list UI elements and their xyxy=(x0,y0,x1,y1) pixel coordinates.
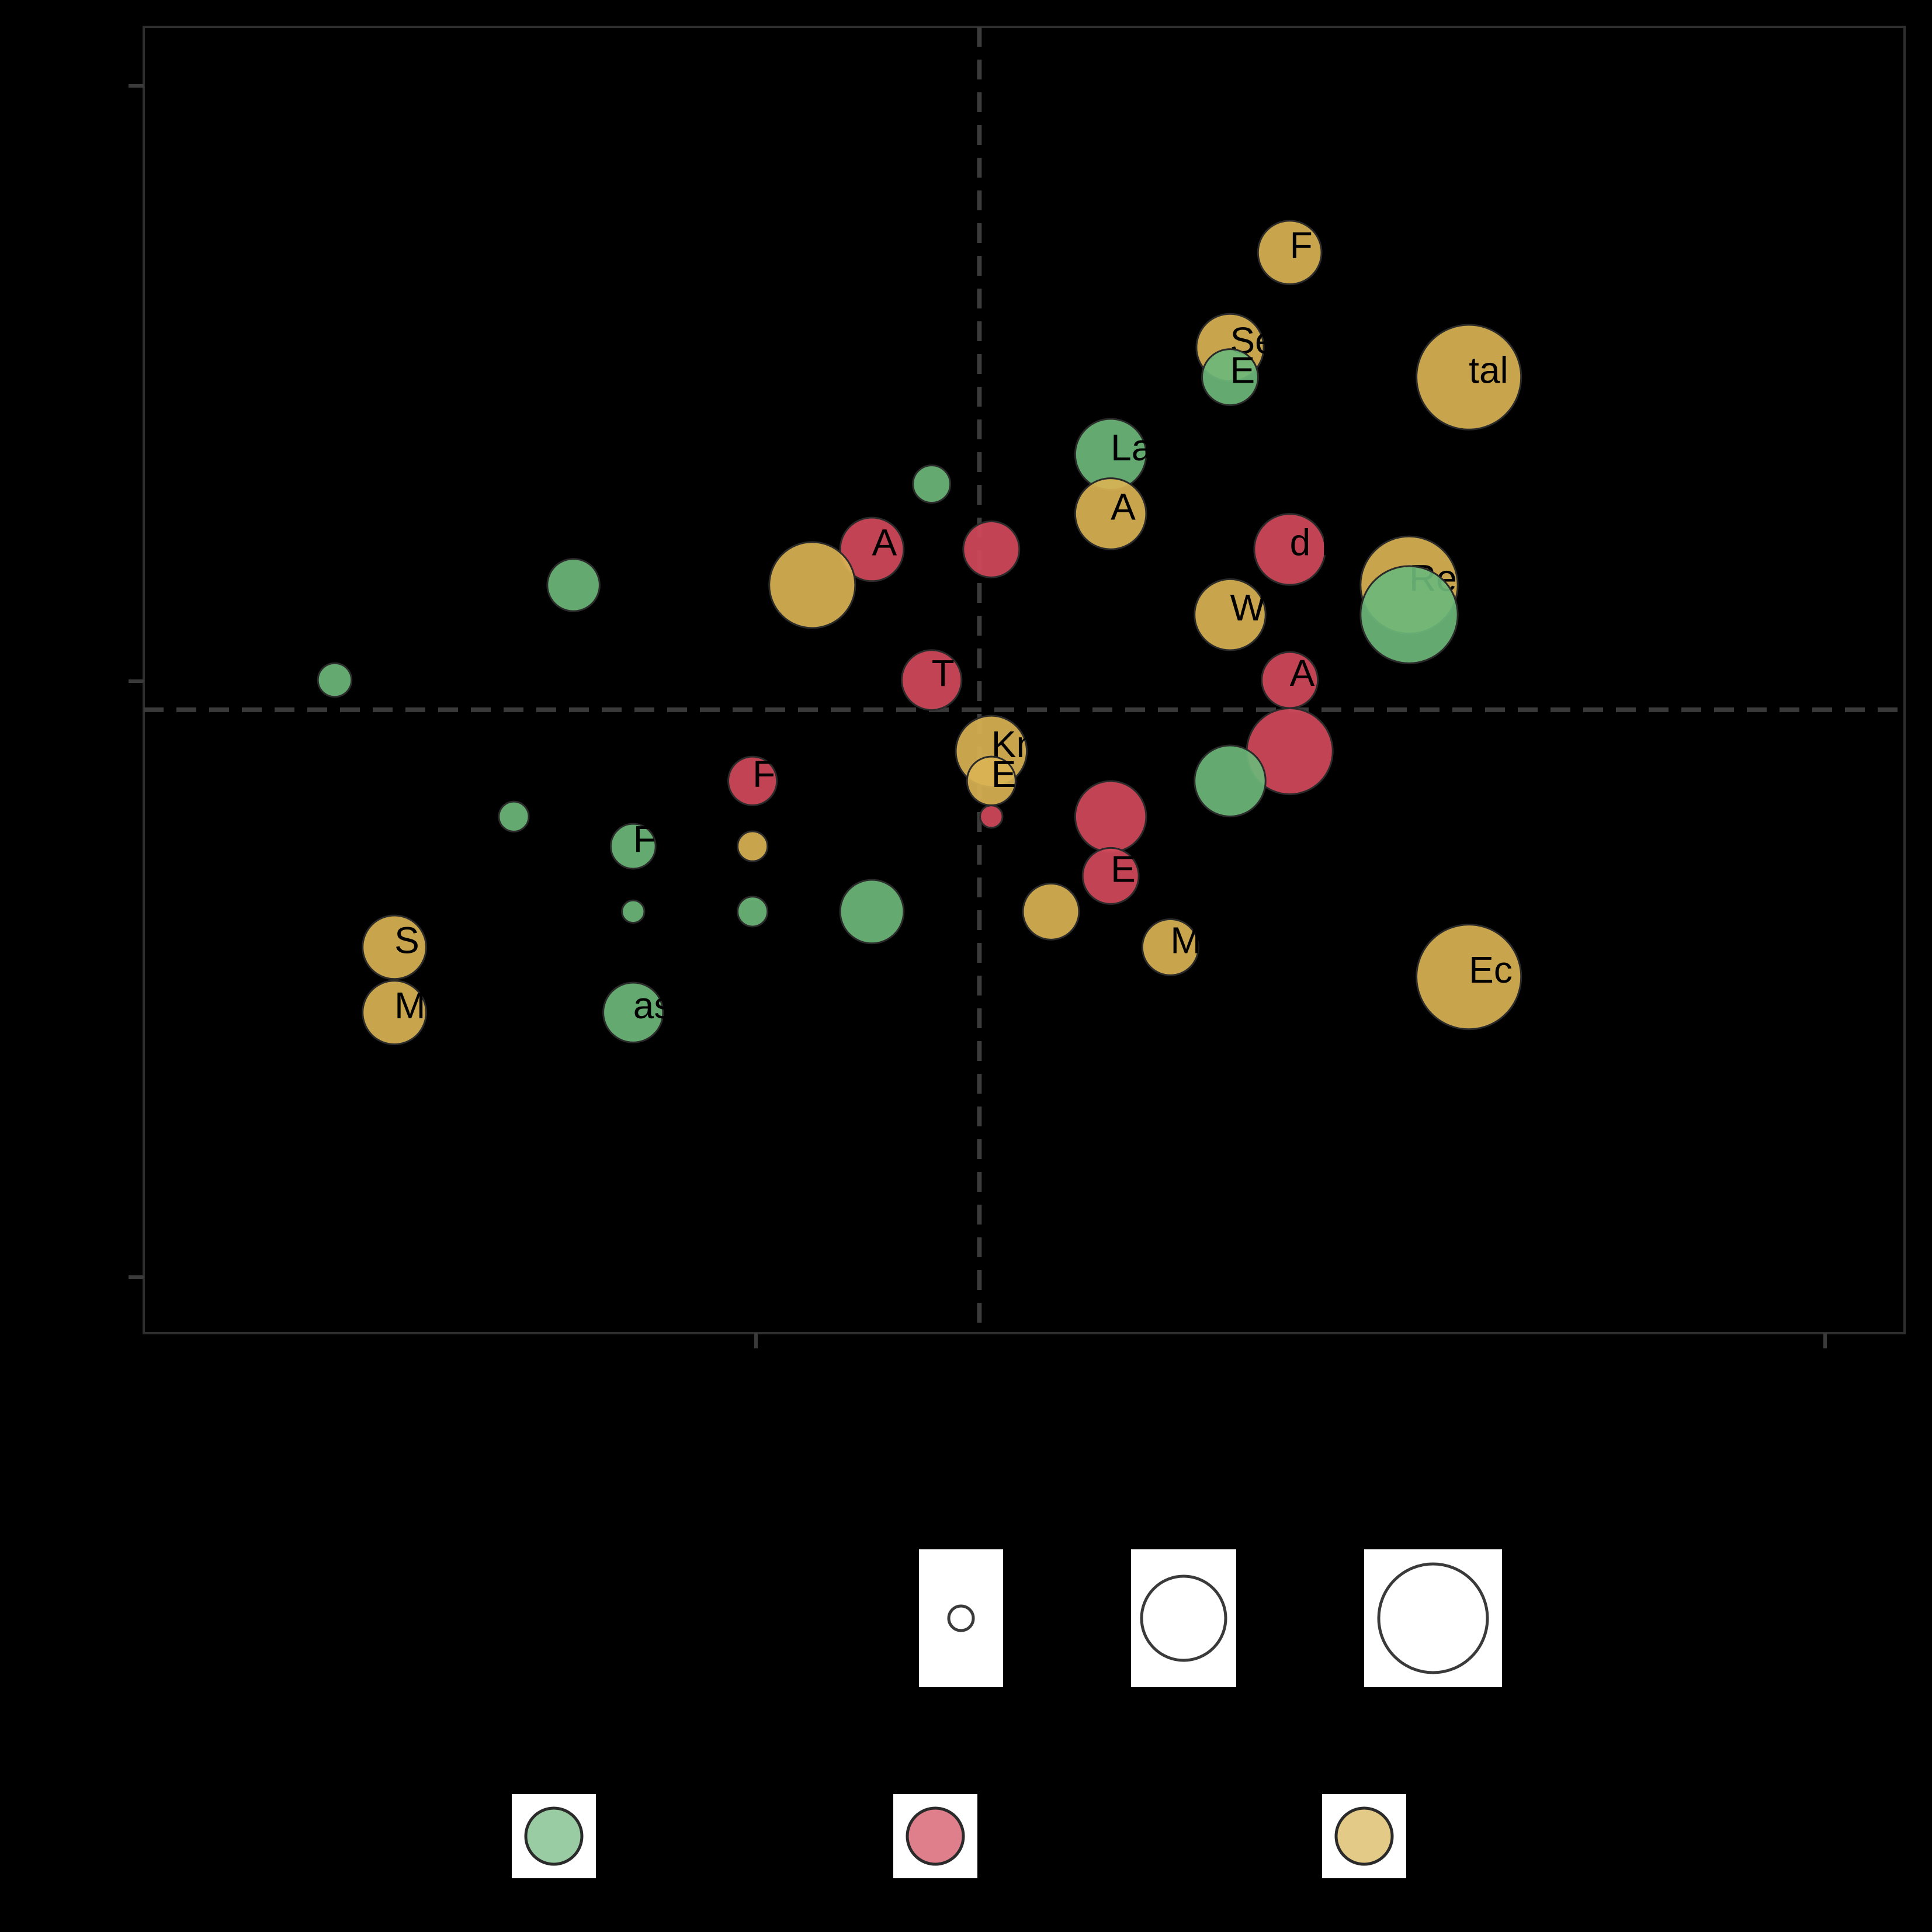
bubble xyxy=(609,823,657,870)
bubble xyxy=(498,800,530,833)
bubble xyxy=(546,558,601,612)
bubble xyxy=(768,541,856,629)
bubble-label: tal xyxy=(1469,349,1508,391)
bubble-label: A xyxy=(872,521,897,563)
color-legend-marker-yellow xyxy=(1334,1806,1394,1866)
bubble-label: Ec xyxy=(1469,949,1513,991)
reference-lines xyxy=(144,27,1905,1333)
bubble-label: E xyxy=(1111,848,1136,890)
bubble-label: La xyxy=(1111,426,1153,469)
bubble xyxy=(1194,578,1267,651)
size-legend-marker-large xyxy=(1377,1562,1489,1674)
bubble-label: d Fi xyxy=(1290,521,1352,563)
size-legend-marker-small xyxy=(947,1604,975,1632)
bubble xyxy=(1022,882,1080,941)
bubble xyxy=(737,896,769,928)
bubble-label: F xyxy=(752,753,775,795)
bubble xyxy=(1194,744,1267,818)
size-legend xyxy=(919,1549,1502,1687)
bubble xyxy=(900,649,963,711)
bubble-label: W xyxy=(1230,587,1265,629)
color-legend-marker-red xyxy=(906,1806,965,1866)
bubble-label: T xyxy=(932,652,955,694)
bubble xyxy=(1074,477,1147,550)
color-legend xyxy=(512,1794,1406,1878)
bubble xyxy=(979,804,1004,829)
bubble xyxy=(737,830,769,862)
bubble xyxy=(621,899,646,924)
bubble-label: S xyxy=(394,919,419,961)
bubble-label: M xyxy=(1170,919,1201,961)
bubble xyxy=(962,520,1021,578)
bubble xyxy=(1141,918,1199,976)
bubble-label: M xyxy=(394,984,425,1026)
bubble-label: as xyxy=(633,984,673,1026)
bubble xyxy=(912,464,952,504)
bubble xyxy=(1416,924,1522,1031)
bubble-label: F xyxy=(633,818,656,861)
color-legend-marker-green xyxy=(524,1806,584,1866)
bubble xyxy=(1081,847,1140,905)
bubble-label: E xyxy=(1230,349,1255,391)
bubble xyxy=(317,662,353,698)
bubble xyxy=(839,879,905,945)
bubble xyxy=(1074,780,1147,854)
bubble xyxy=(1359,565,1459,664)
bubble-label: F xyxy=(1290,224,1313,266)
bubble xyxy=(1257,220,1323,286)
bubble-label: A xyxy=(1111,485,1136,528)
axis-ticks xyxy=(129,84,1827,1348)
bubble xyxy=(727,755,778,806)
bubble xyxy=(362,914,428,980)
size-legend-marker-medium xyxy=(1140,1574,1227,1662)
bubble xyxy=(839,516,905,582)
bubble xyxy=(1253,513,1326,586)
bubble-label: E xyxy=(991,753,1017,795)
bubble xyxy=(1416,324,1522,431)
bubble xyxy=(602,981,664,1043)
bubble xyxy=(362,980,428,1046)
bubble-label: A xyxy=(1290,652,1315,694)
bubble xyxy=(1201,348,1259,407)
